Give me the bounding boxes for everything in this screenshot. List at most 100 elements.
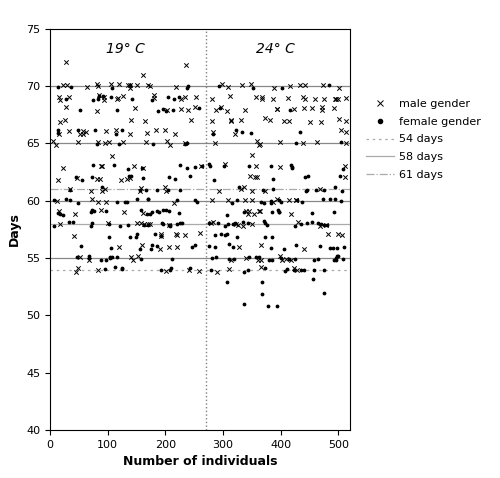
Point bbox=[342, 128, 350, 136]
Point bbox=[122, 198, 130, 206]
Point bbox=[148, 208, 156, 216]
Point bbox=[308, 104, 316, 112]
Point bbox=[86, 188, 94, 196]
Point bbox=[208, 196, 216, 204]
Point bbox=[192, 93, 200, 101]
Point bbox=[178, 105, 186, 113]
Point bbox=[341, 162, 349, 169]
Point bbox=[248, 196, 256, 204]
Point bbox=[212, 140, 220, 147]
Point bbox=[256, 207, 264, 215]
Point bbox=[273, 105, 281, 113]
Point bbox=[118, 265, 126, 273]
Point bbox=[342, 94, 350, 102]
Point bbox=[224, 240, 232, 248]
Point bbox=[155, 208, 163, 216]
Point bbox=[131, 104, 139, 112]
Point bbox=[166, 141, 174, 149]
Point bbox=[52, 141, 60, 149]
Point bbox=[76, 130, 84, 138]
Point bbox=[310, 256, 318, 263]
Point bbox=[255, 141, 263, 149]
Point bbox=[245, 163, 253, 170]
Point bbox=[333, 252, 341, 260]
Point bbox=[273, 105, 281, 113]
Point bbox=[102, 198, 110, 206]
Point bbox=[165, 173, 173, 181]
Point bbox=[292, 241, 300, 249]
Point bbox=[144, 221, 152, 229]
Point bbox=[164, 187, 172, 195]
Point bbox=[186, 116, 194, 124]
Point bbox=[296, 81, 304, 89]
Point bbox=[65, 218, 73, 226]
Point bbox=[144, 195, 152, 203]
Point bbox=[293, 196, 301, 204]
Point bbox=[71, 210, 79, 218]
Point bbox=[316, 242, 324, 250]
Point bbox=[226, 92, 234, 99]
Point bbox=[292, 140, 300, 147]
Point bbox=[182, 164, 190, 172]
Point bbox=[172, 84, 180, 91]
Point bbox=[108, 152, 116, 160]
Point bbox=[308, 209, 316, 217]
Point bbox=[173, 243, 181, 251]
Point bbox=[162, 107, 170, 114]
Point bbox=[150, 92, 158, 99]
Point bbox=[54, 209, 62, 217]
Point bbox=[206, 242, 214, 250]
Point bbox=[138, 71, 146, 78]
Point bbox=[137, 184, 145, 192]
Point bbox=[127, 116, 135, 124]
Point bbox=[101, 185, 109, 193]
Point bbox=[106, 93, 114, 100]
Point bbox=[66, 185, 74, 193]
Point bbox=[228, 199, 236, 206]
Point bbox=[290, 264, 298, 272]
Point bbox=[102, 207, 110, 215]
Point bbox=[165, 243, 173, 250]
Point bbox=[163, 138, 171, 145]
Point bbox=[195, 104, 203, 112]
Point bbox=[52, 197, 60, 205]
Point bbox=[217, 103, 225, 111]
Point bbox=[55, 93, 63, 101]
Point bbox=[158, 266, 166, 274]
Point bbox=[277, 198, 285, 206]
Point bbox=[216, 82, 224, 90]
Point bbox=[261, 264, 269, 272]
Point bbox=[78, 130, 86, 138]
Point bbox=[341, 173, 349, 180]
Point bbox=[342, 117, 349, 124]
Point bbox=[247, 80, 255, 87]
Point bbox=[69, 218, 77, 226]
Point bbox=[237, 185, 245, 193]
Point bbox=[164, 107, 172, 114]
Point bbox=[138, 174, 146, 182]
Point bbox=[84, 254, 92, 262]
Point bbox=[320, 96, 328, 103]
Point bbox=[196, 268, 203, 275]
Point bbox=[173, 196, 181, 204]
Point bbox=[224, 265, 232, 272]
Point bbox=[286, 82, 294, 90]
Point bbox=[260, 199, 268, 206]
Point bbox=[152, 126, 160, 134]
Point bbox=[55, 130, 63, 138]
Point bbox=[94, 107, 102, 115]
Point bbox=[94, 91, 102, 99]
Point bbox=[112, 198, 120, 206]
Point bbox=[173, 231, 181, 239]
Point bbox=[140, 221, 148, 229]
Point bbox=[168, 255, 176, 263]
Point bbox=[338, 255, 346, 262]
Point bbox=[138, 209, 146, 217]
Point bbox=[212, 106, 220, 114]
Point bbox=[138, 241, 146, 249]
Point bbox=[198, 162, 206, 170]
Point bbox=[245, 207, 253, 215]
Point bbox=[217, 230, 225, 238]
Point bbox=[314, 138, 322, 145]
Point bbox=[248, 187, 256, 195]
